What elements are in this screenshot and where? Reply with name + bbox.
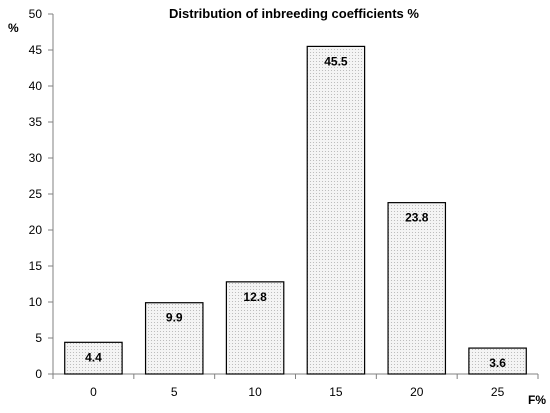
x-axis-label: F% [528,393,546,407]
bar [225,281,285,375]
x-tick-label: 10 [248,385,262,399]
data-label: 45.5 [324,54,348,68]
data-label: 9.9 [166,311,183,325]
data-label: 3.6 [489,356,506,370]
bar [144,302,204,375]
y-tick-label: 20 [29,223,43,237]
data-label: 12.8 [243,290,267,304]
y-tick-label: 5 [35,331,42,345]
y-axis-ticks: 0 5 10 15 20 25 30 35 40 45 50 [29,7,53,381]
x-tick-label: 5 [171,385,178,399]
x-tick-label: 15 [329,385,343,399]
y-tick-label: 40 [29,79,43,93]
bar-series [64,45,527,375]
y-axis-label: % [8,21,19,35]
x-tick-label: 20 [410,385,424,399]
x-tick-label: 0 [90,385,97,399]
bar [387,202,447,375]
bar [64,341,123,375]
data-label: 23.8 [405,211,429,225]
y-tick-label: 0 [35,367,42,381]
x-axis-ticks: 0 5 10 15 20 25 [52,374,539,399]
y-tick-label: 10 [29,295,43,309]
y-tick-label: 25 [29,187,43,201]
bar [306,45,366,375]
y-tick-label: 50 [29,7,43,21]
chart-title: Distribution of inbreeding coefficients … [169,6,419,21]
y-tick-label: 15 [29,259,43,273]
y-tick-label: 30 [29,151,43,165]
x-tick-label: 25 [491,385,505,399]
bar [468,347,527,375]
data-labels: 4.4 9.9 12.8 45.5 23.8 3.6 [85,54,506,370]
y-tick-label: 35 [29,115,43,129]
y-tick-label: 45 [29,43,43,57]
data-label: 4.4 [85,350,102,364]
